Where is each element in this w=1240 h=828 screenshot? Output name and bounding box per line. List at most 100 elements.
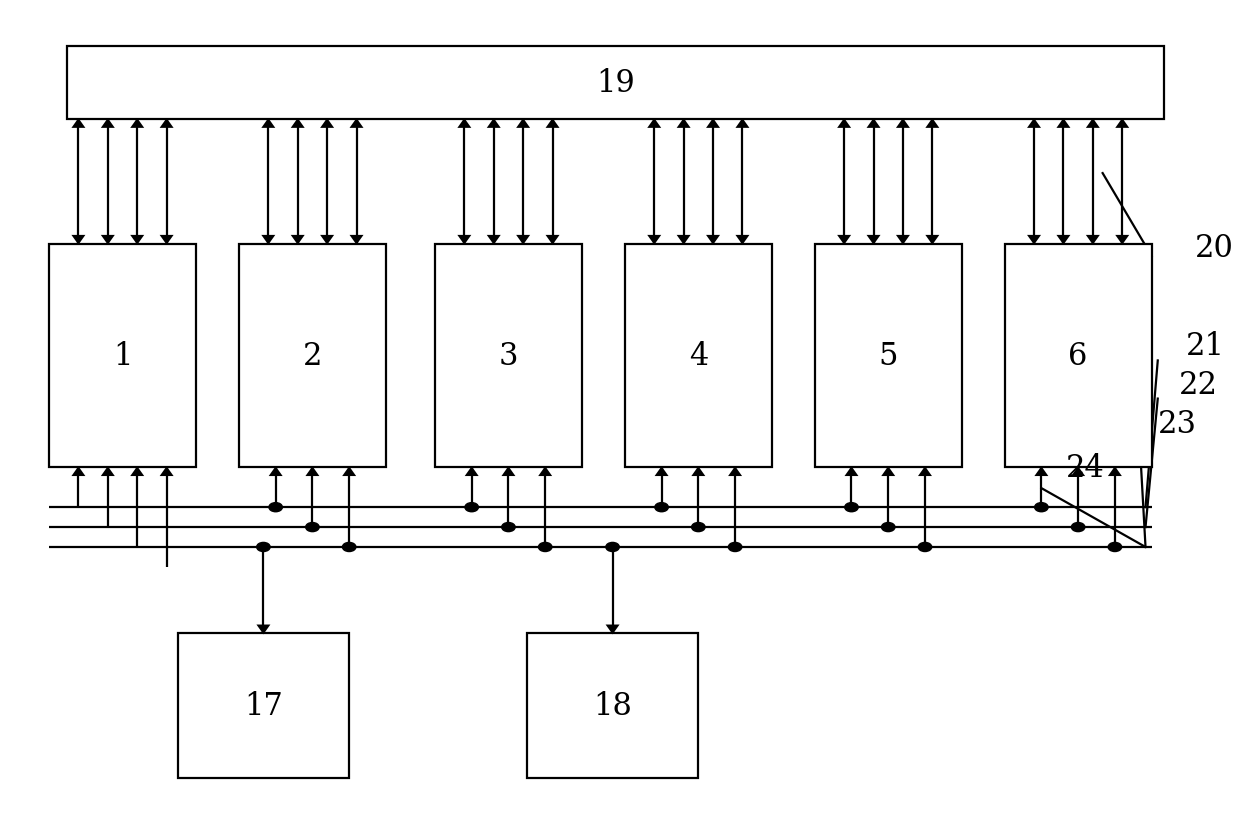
Polygon shape	[320, 119, 334, 128]
Polygon shape	[1027, 236, 1042, 245]
Circle shape	[692, 523, 706, 532]
Circle shape	[1034, 503, 1048, 512]
Polygon shape	[837, 119, 851, 128]
FancyBboxPatch shape	[177, 633, 350, 778]
Polygon shape	[925, 236, 940, 245]
Text: 6: 6	[1069, 340, 1087, 372]
Polygon shape	[1056, 236, 1070, 245]
Circle shape	[342, 543, 356, 552]
Polygon shape	[262, 119, 275, 128]
Polygon shape	[305, 467, 320, 476]
Text: 4: 4	[688, 340, 708, 372]
Polygon shape	[897, 119, 910, 128]
Text: 23: 23	[1158, 408, 1197, 440]
FancyBboxPatch shape	[815, 244, 962, 468]
Circle shape	[919, 543, 931, 552]
Polygon shape	[257, 625, 270, 634]
Circle shape	[606, 543, 619, 552]
Polygon shape	[677, 119, 691, 128]
Text: 3: 3	[498, 340, 518, 372]
Circle shape	[538, 543, 552, 552]
Text: 19: 19	[596, 68, 635, 99]
Polygon shape	[1107, 467, 1122, 476]
Polygon shape	[844, 467, 858, 476]
Polygon shape	[516, 236, 531, 245]
Polygon shape	[1086, 119, 1100, 128]
Polygon shape	[72, 119, 86, 128]
Polygon shape	[692, 467, 706, 476]
Polygon shape	[706, 236, 720, 245]
Circle shape	[728, 543, 742, 552]
Circle shape	[269, 503, 283, 512]
Polygon shape	[130, 467, 144, 476]
Polygon shape	[100, 119, 115, 128]
Polygon shape	[516, 119, 531, 128]
Polygon shape	[837, 236, 851, 245]
Circle shape	[1071, 523, 1085, 532]
Polygon shape	[465, 467, 479, 476]
Polygon shape	[867, 119, 880, 128]
Text: 1: 1	[113, 340, 133, 372]
Polygon shape	[647, 236, 661, 245]
Polygon shape	[1115, 236, 1130, 245]
FancyBboxPatch shape	[67, 47, 1164, 120]
Text: 5: 5	[878, 340, 898, 372]
Polygon shape	[647, 119, 661, 128]
Polygon shape	[458, 119, 471, 128]
Circle shape	[465, 503, 479, 512]
FancyBboxPatch shape	[239, 244, 386, 468]
Text: 17: 17	[244, 691, 283, 721]
Polygon shape	[160, 236, 174, 245]
Circle shape	[655, 503, 668, 512]
Text: 24: 24	[1066, 452, 1105, 484]
Polygon shape	[269, 467, 283, 476]
FancyBboxPatch shape	[1004, 244, 1152, 468]
Polygon shape	[735, 119, 749, 128]
FancyBboxPatch shape	[625, 244, 771, 468]
Polygon shape	[350, 236, 363, 245]
Polygon shape	[1071, 467, 1085, 476]
FancyBboxPatch shape	[50, 244, 196, 468]
Polygon shape	[290, 119, 305, 128]
Polygon shape	[1056, 119, 1070, 128]
Polygon shape	[655, 467, 668, 476]
Polygon shape	[538, 467, 552, 476]
FancyBboxPatch shape	[527, 633, 698, 778]
FancyBboxPatch shape	[435, 244, 582, 468]
Text: 18: 18	[593, 691, 632, 721]
Polygon shape	[1115, 119, 1130, 128]
Polygon shape	[320, 236, 334, 245]
Circle shape	[502, 523, 515, 532]
Polygon shape	[1027, 119, 1042, 128]
Polygon shape	[72, 236, 86, 245]
Polygon shape	[160, 467, 174, 476]
Polygon shape	[1086, 236, 1100, 245]
Polygon shape	[706, 119, 720, 128]
Polygon shape	[501, 467, 516, 476]
Polygon shape	[487, 119, 501, 128]
Polygon shape	[160, 119, 174, 128]
Circle shape	[257, 543, 270, 552]
Circle shape	[882, 523, 895, 532]
Polygon shape	[100, 467, 115, 476]
Polygon shape	[100, 236, 115, 245]
Polygon shape	[130, 236, 144, 245]
Polygon shape	[342, 467, 356, 476]
Polygon shape	[130, 119, 144, 128]
Polygon shape	[728, 467, 742, 476]
Polygon shape	[458, 236, 471, 245]
Polygon shape	[925, 119, 940, 128]
Polygon shape	[605, 625, 620, 634]
Circle shape	[1109, 543, 1122, 552]
Polygon shape	[677, 236, 691, 245]
Text: 21: 21	[1185, 330, 1225, 362]
Text: 22: 22	[1178, 369, 1218, 401]
Polygon shape	[546, 119, 559, 128]
Polygon shape	[487, 236, 501, 245]
Polygon shape	[882, 467, 895, 476]
Circle shape	[306, 523, 319, 532]
Text: 2: 2	[303, 340, 322, 372]
Polygon shape	[867, 236, 880, 245]
Polygon shape	[546, 236, 559, 245]
Polygon shape	[897, 236, 910, 245]
